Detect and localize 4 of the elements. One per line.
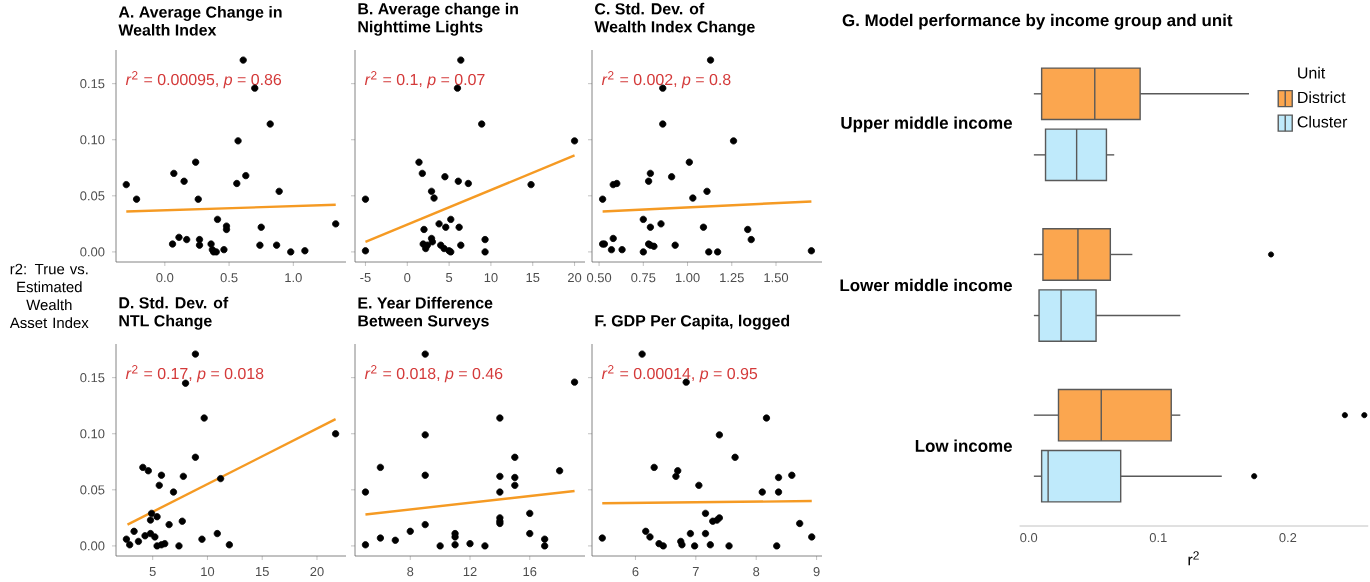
- chart-title: G. Model performance by income group and unit: [842, 13, 1233, 30]
- y-tick-label: Lower middle income: [840, 278, 1012, 292]
- y-tick-label: Upper middle income: [841, 116, 1012, 133]
- y-tick-label: Low income: [915, 439, 1012, 452]
